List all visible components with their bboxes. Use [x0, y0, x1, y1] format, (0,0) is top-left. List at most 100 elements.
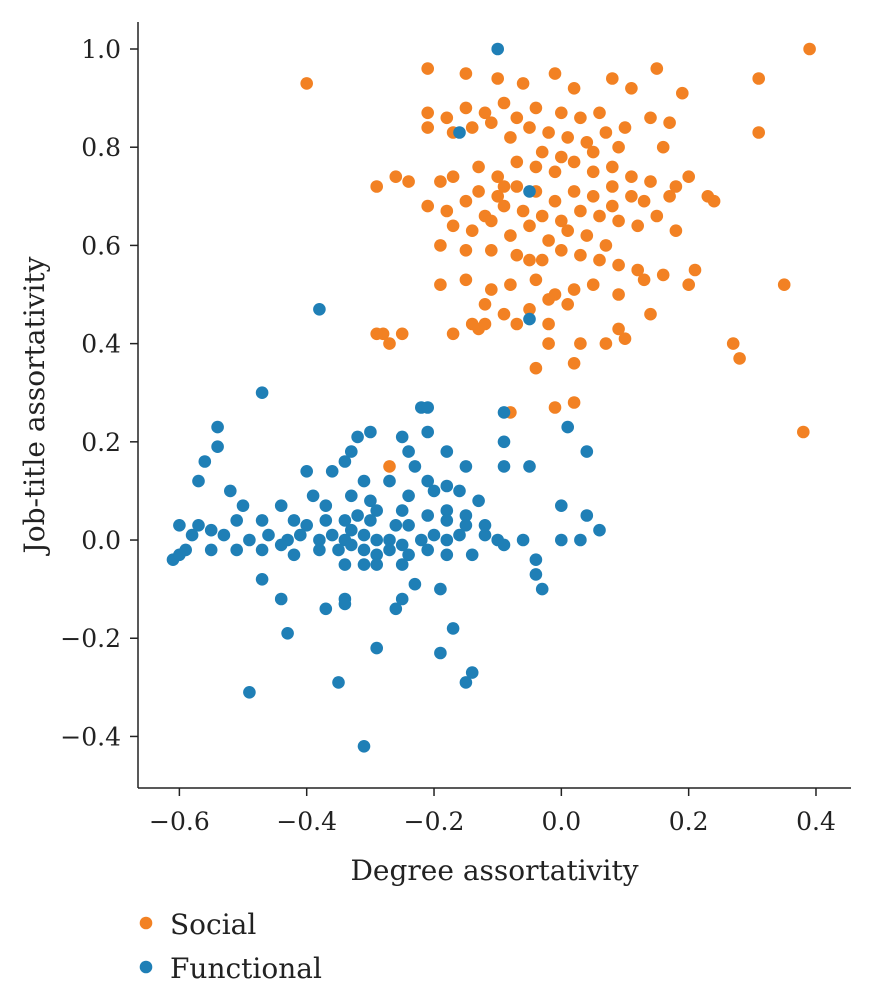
x-tick-label: 0.0 — [541, 807, 581, 836]
functional-point — [421, 509, 435, 522]
x-tick-label: 0.2 — [669, 807, 709, 836]
social-point — [459, 194, 473, 208]
functional-point — [593, 523, 606, 537]
functional-point — [523, 185, 536, 198]
social-point — [548, 194, 562, 208]
social-point — [485, 283, 498, 296]
functional-point — [402, 519, 415, 532]
functional-point — [274, 538, 288, 552]
social-point — [555, 150, 568, 164]
functional-point — [389, 519, 403, 532]
social-point — [752, 126, 765, 139]
social-point — [548, 401, 562, 414]
social-point — [644, 175, 657, 188]
social-point — [446, 170, 460, 183]
social-point — [459, 273, 473, 287]
functional-point — [434, 582, 447, 596]
social-point — [606, 199, 619, 213]
functional-point — [555, 499, 568, 512]
functional-point — [408, 460, 422, 473]
functional-point — [345, 445, 358, 458]
functional-point — [516, 533, 530, 547]
social-point — [574, 248, 587, 262]
social-point — [663, 190, 676, 203]
social-point — [446, 327, 460, 341]
functional-point — [211, 420, 224, 434]
functional-point — [313, 533, 326, 547]
social-point — [606, 72, 619, 85]
social-point — [637, 273, 651, 287]
functional-point — [345, 489, 358, 503]
functional-point — [529, 568, 543, 581]
y-tick-label: 1.0 — [81, 35, 121, 64]
legend-item-functional: Functional — [139, 952, 322, 985]
social-point — [395, 327, 409, 341]
functional-point — [402, 489, 415, 503]
social-point — [586, 165, 600, 179]
functional-point — [497, 538, 511, 552]
functional-point — [580, 509, 594, 522]
functional-point — [319, 514, 333, 527]
functional-point — [236, 499, 250, 512]
functional-point — [325, 465, 339, 478]
social-point — [625, 82, 638, 95]
social-point — [625, 170, 638, 183]
social-point — [618, 332, 632, 346]
functional-point — [421, 425, 435, 439]
functional-point — [395, 430, 409, 444]
functional-point — [453, 528, 466, 542]
functional-point — [395, 558, 409, 571]
functional-point — [332, 676, 345, 689]
functional-point — [192, 519, 205, 532]
social-point — [529, 361, 543, 375]
functional-point — [313, 303, 326, 316]
functional-point — [389, 602, 403, 616]
social-point — [593, 209, 606, 223]
functional-point — [459, 460, 473, 473]
functional-point — [472, 494, 485, 508]
social-point — [434, 278, 447, 292]
functional-point — [274, 499, 288, 512]
social-point — [542, 337, 555, 350]
social-point — [669, 224, 683, 237]
functional-point — [478, 519, 492, 532]
functional-point — [255, 543, 269, 557]
x-tick-label: −0.2 — [404, 807, 465, 836]
functional-point — [338, 558, 352, 571]
functional-point — [224, 484, 237, 498]
functional-point — [370, 533, 384, 547]
social-point — [688, 263, 702, 277]
legend: Social Functional — [139, 908, 322, 985]
functional-point — [434, 646, 447, 660]
functional-point — [332, 543, 345, 557]
social-point — [510, 111, 524, 125]
functional-point — [338, 514, 352, 527]
social-point — [612, 288, 625, 301]
functional-point — [262, 528, 275, 542]
social-point — [567, 396, 581, 409]
functional-point — [421, 474, 435, 488]
social-point — [567, 82, 581, 95]
social-point — [478, 106, 492, 120]
functional-point — [555, 533, 568, 547]
social-point — [370, 180, 384, 193]
social-point — [599, 126, 613, 139]
legend-label: Functional — [170, 952, 322, 985]
functional-point — [204, 543, 218, 557]
functional-point — [300, 519, 314, 532]
functional-point — [408, 577, 422, 591]
social-point — [523, 219, 536, 233]
functional-point — [364, 514, 377, 527]
social-point — [497, 180, 511, 193]
social-point — [542, 234, 555, 247]
social-point — [504, 278, 517, 292]
social-point — [676, 86, 689, 100]
functional-point — [357, 543, 371, 557]
functional-point — [459, 509, 473, 522]
series-social — [300, 42, 816, 473]
points-layer — [166, 42, 816, 753]
social-point — [707, 194, 721, 208]
functional-point — [255, 514, 269, 527]
social-point — [561, 224, 574, 237]
x-axis-title: Degree assortativity — [350, 854, 638, 887]
